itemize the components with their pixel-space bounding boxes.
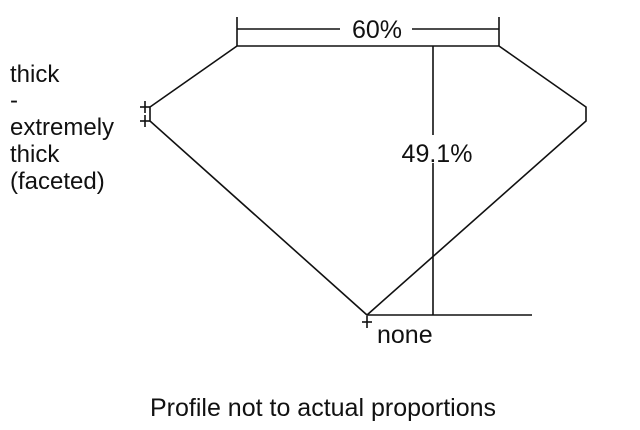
svg-text:-: -: [10, 87, 18, 114]
gem-outline: [149, 45, 587, 317]
depth-percent-label: 49.1%: [402, 140, 473, 168]
footer-note: Profile not to actual proportions: [150, 394, 496, 422]
svg-text:thick: thick: [10, 141, 60, 168]
girdle-label: thick - extremely thick (faceted): [10, 61, 114, 195]
depth-label-bg: [396, 135, 476, 163]
svg-text:extremely: extremely: [10, 114, 114, 141]
culet-label: none: [377, 321, 433, 349]
svg-text:(faceted): (faceted): [10, 168, 105, 195]
girdle-cross-marker: [140, 101, 150, 127]
culet-cross-marker: [362, 316, 372, 328]
svg-text:thick: thick: [10, 61, 60, 88]
table-percent-label: 60%: [352, 16, 402, 44]
